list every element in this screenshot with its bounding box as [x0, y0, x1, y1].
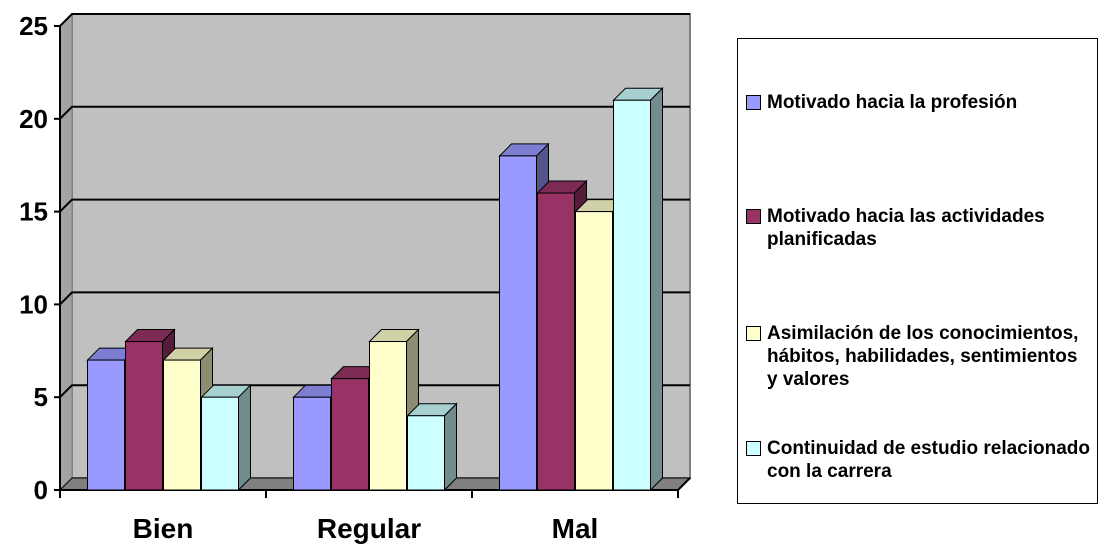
legend-swatch-continuidad: [746, 441, 761, 456]
bar-side: [238, 383, 251, 492]
bar-side: [650, 87, 663, 492]
y-tick-label: 0: [34, 475, 48, 505]
gridline: [59, 13, 690, 27]
y-tick-label: 25: [19, 11, 48, 41]
gridline: [59, 198, 690, 213]
legend-swatch-asimilacion: [746, 326, 761, 341]
legend-swatch-profesion: [746, 95, 761, 110]
bar-front: [499, 155, 537, 491]
x-category-label: Regular: [317, 513, 421, 544]
legend-item-asimilacion: Asimilación de los conocimientos, hábito…: [746, 322, 1093, 391]
x-category-label: Bien: [133, 513, 194, 544]
bar-front: [613, 99, 651, 491]
bar-front: [331, 378, 369, 491]
legend-label-actividades: Motivado hacia las actividades planifica…: [767, 206, 1045, 250]
bar-front: [575, 211, 613, 491]
gridline: [59, 384, 690, 398]
x-category-label: Mal: [552, 513, 599, 544]
gridline: [59, 105, 690, 120]
bar-front: [87, 359, 125, 491]
y-tick-label: 20: [19, 104, 48, 134]
bar-front: [201, 396, 239, 491]
legend-item-actividades: Motivado hacia las actividades planifica…: [746, 205, 1093, 251]
bar-regular-series-4: [406, 402, 458, 492]
bar-front: [537, 192, 575, 491]
gridline: [59, 291, 690, 306]
legend-label-asimilacion: Asimilación de los conocimientos, hábito…: [767, 323, 1079, 390]
bar-front: [293, 396, 331, 491]
bar-front: [163, 359, 201, 491]
legend-item-profesion: Motivado hacia la profesión: [746, 91, 1093, 114]
bar-side: [444, 402, 457, 492]
legend-label-continuidad: Continuidad de estudio relacionado con l…: [767, 438, 1091, 482]
legend-item-continuidad: Continuidad de estudio relacionado con l…: [746, 437, 1093, 483]
legend-swatch-actividades: [746, 209, 761, 224]
bar-front: [369, 341, 407, 491]
floor-edge: [677, 477, 691, 491]
y-tick-label: 5: [34, 382, 48, 412]
y-tick-label: 15: [19, 197, 48, 227]
plot-side-wall: [59, 12, 73, 492]
bar-mal-series-4: [612, 87, 664, 492]
y-tick-label: 10: [19, 289, 48, 319]
bar-front: [125, 341, 163, 491]
chart-legend: Motivado hacia la profesión Motivado hac…: [737, 38, 1098, 504]
bar-front: [407, 415, 445, 491]
bar-bien-series-4: [200, 383, 252, 492]
legend-label-profesion: Motivado hacia la profesión: [767, 92, 1018, 113]
